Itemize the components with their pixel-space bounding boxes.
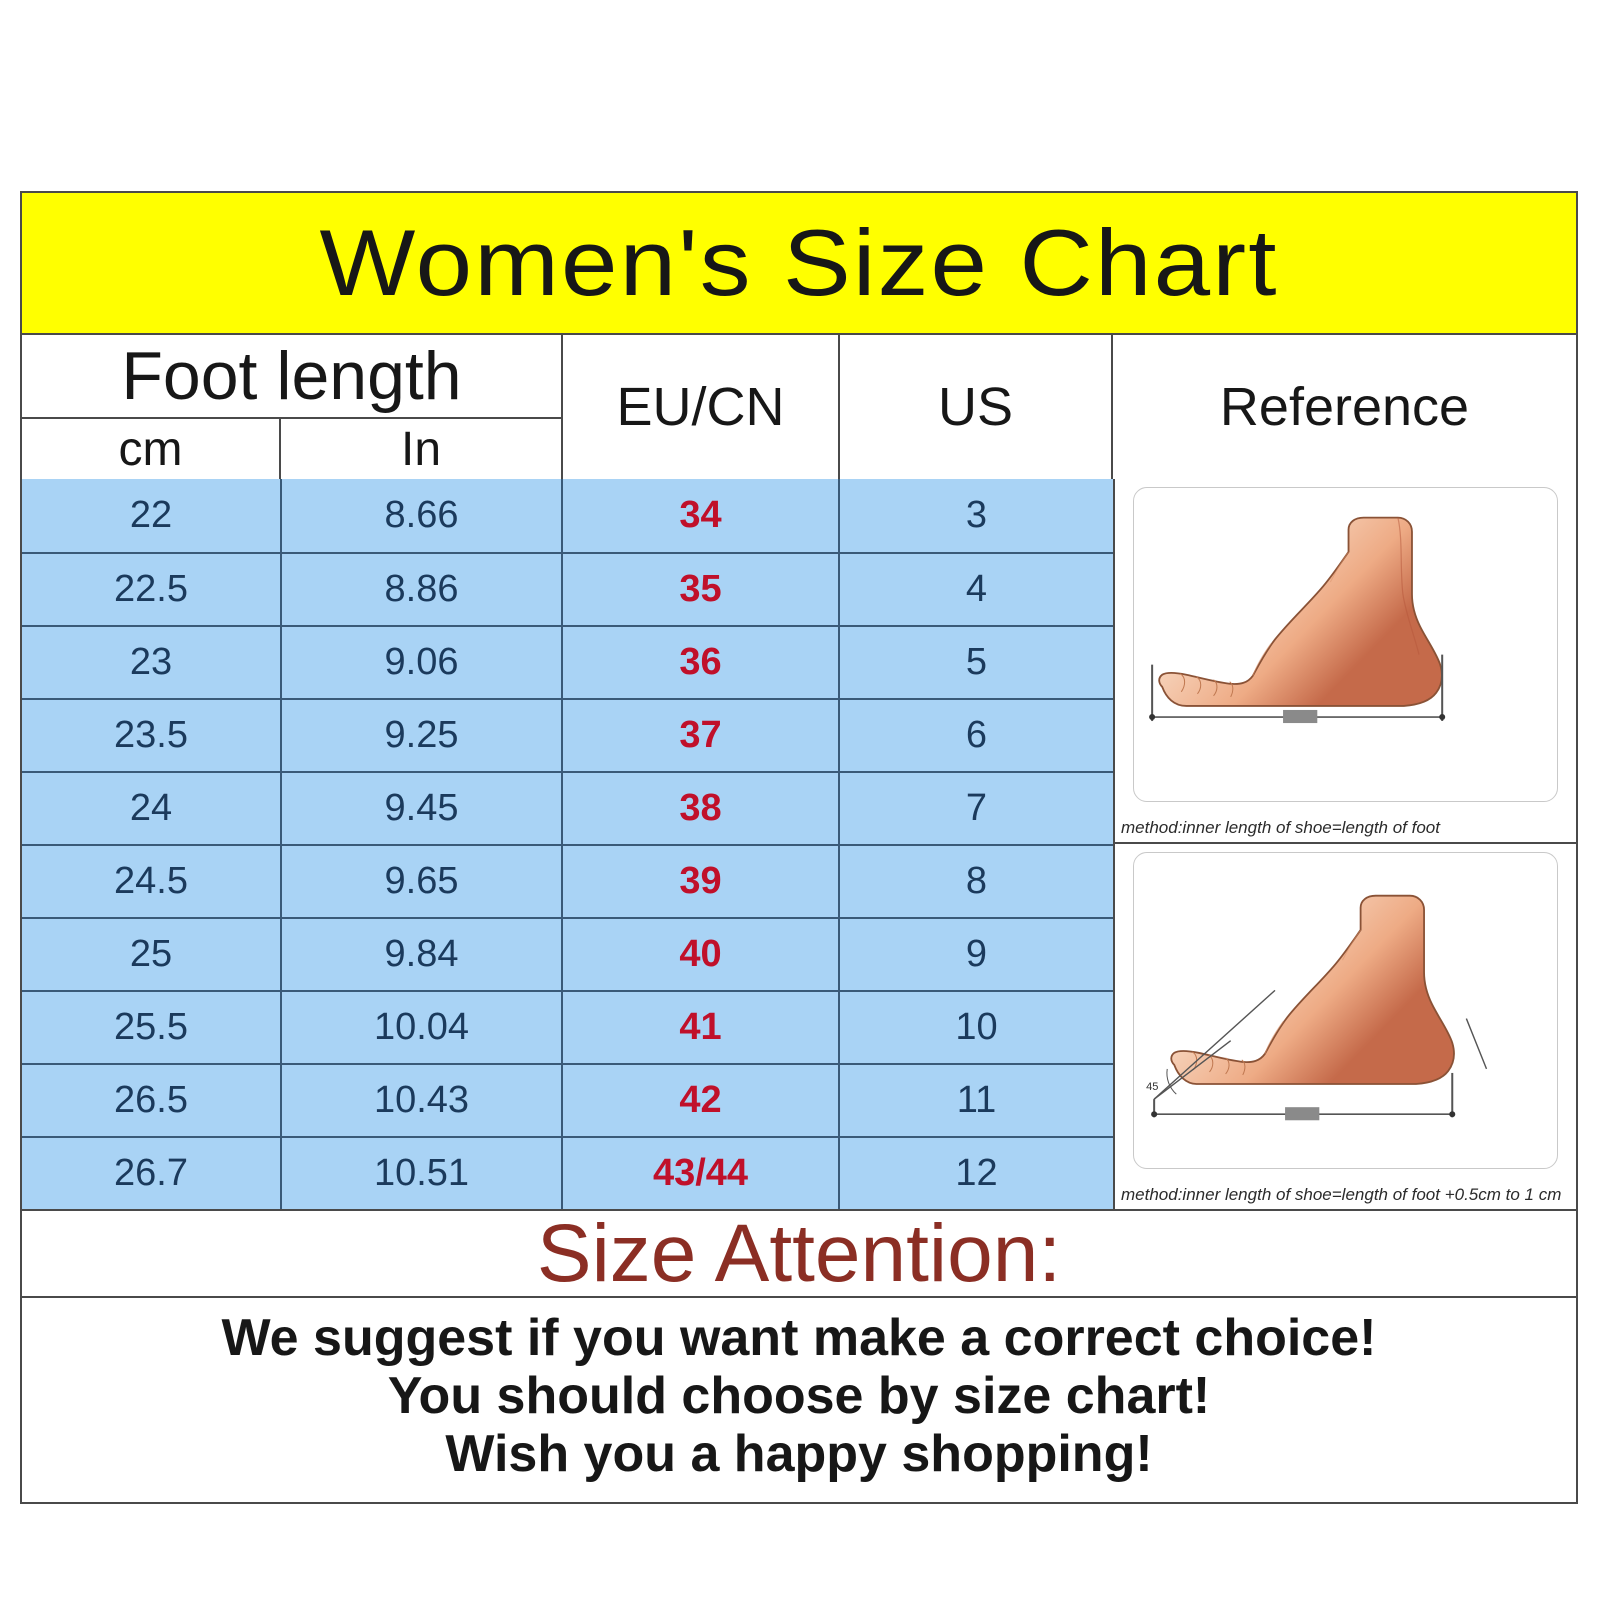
svg-text:45: 45 xyxy=(1146,1081,1158,1093)
